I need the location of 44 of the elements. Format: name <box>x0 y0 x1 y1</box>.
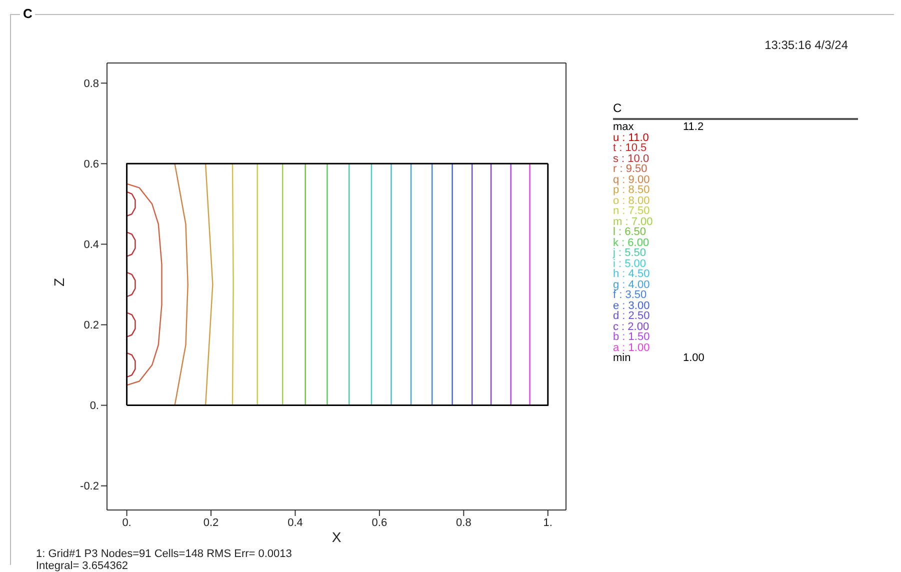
x-tick-label: 1. <box>543 516 552 529</box>
text: i : 5.00 <box>613 258 646 270</box>
text: 11.2 <box>683 121 704 133</box>
y-tick-label: 0. <box>90 400 99 412</box>
x-tick-label: 0.6 <box>372 516 388 529</box>
text: o : 8.00 <box>613 194 651 206</box>
y-tick-label: 0.4 <box>84 239 99 252</box>
text: c : 2.00 <box>613 320 650 332</box>
x-tick-label: 0.4 <box>288 516 303 529</box>
legend-label: t : 10.5 <box>613 142 648 154</box>
x-tick-label: 0.2 <box>203 516 219 529</box>
legend-label: u : 11.0 <box>613 132 650 144</box>
text: 1.00 <box>683 352 704 364</box>
text: n : 7.50 <box>613 205 651 217</box>
text: b : 1.50 <box>613 331 651 343</box>
text: min <box>613 352 632 364</box>
x-tick-label: 0. <box>122 516 132 529</box>
legend-title: C <box>613 101 623 115</box>
text: s : 10.0 <box>613 152 650 164</box>
text: k : 6.00 <box>613 236 650 248</box>
text: a : 1.00 <box>613 342 651 354</box>
y-tick-label: 0.8 <box>84 78 99 90</box>
y-tick-label: 0.2 <box>84 320 99 332</box>
text: f : 3.50 <box>613 289 648 301</box>
y-tick-label: 0.6 <box>84 158 99 171</box>
text: l : 6.50 <box>613 226 648 238</box>
text: Integral= 3.654362 <box>36 560 130 572</box>
x-tick-label: 0.8 <box>456 516 472 529</box>
text: e : 3.00 <box>613 300 651 312</box>
text: g : 4.00 <box>613 278 651 290</box>
text: 13:35:16 4/3/24 <box>764 38 848 52</box>
x-axis-title: X <box>332 529 342 545</box>
text: p : 8.50 <box>613 184 651 196</box>
text: m : 7.00 <box>613 216 654 228</box>
text: q : 9.00 <box>613 174 651 186</box>
text: r : 9.50 <box>613 163 648 175</box>
chart-title: C <box>20 6 36 21</box>
y-tick-label: -0.2 <box>80 480 99 493</box>
text: max <box>613 121 635 133</box>
text: d : 2.50 <box>613 310 651 322</box>
text: h : 4.50 <box>613 268 651 280</box>
text: j : 5.50 <box>613 247 648 259</box>
text: 1: Grid#1 P3 Nodes=91 Cells=148 RMS Err= 0.0013 <box>36 548 292 560</box>
y-axis-title: Z <box>50 278 67 286</box>
